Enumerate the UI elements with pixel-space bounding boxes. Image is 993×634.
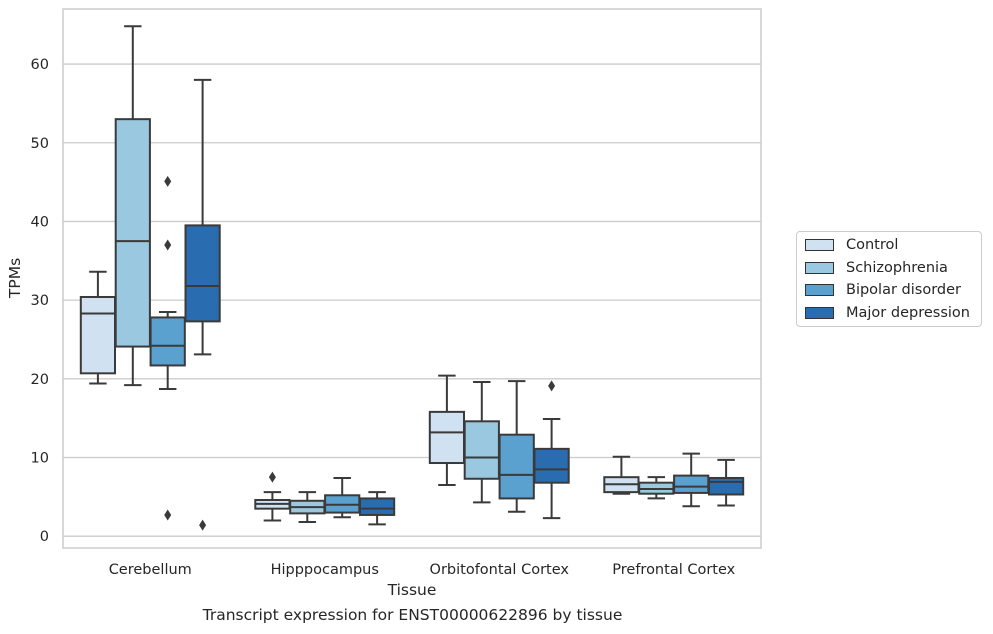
x-tick-label: Cerebellum [109,562,192,578]
legend-item-control: Control [805,236,898,254]
box-body [358,497,396,516]
box-body [707,476,745,496]
y-tick-label: 0 [40,529,49,545]
box-1-1 [289,491,326,524]
y-tick-labels: 0 10 20 30 40 50 60 [31,57,49,545]
box-body [114,118,151,348]
legend-label-schizophrenia: Schizophrenia [846,260,948,276]
legend-item-major-depression: Major depression [805,304,970,322]
box-0-2 [149,175,186,521]
box-2-1 [463,380,500,504]
y-tick-label: 50 [31,136,49,152]
gridlines [63,63,761,537]
box-2-0 [428,374,466,487]
x-tick-label: Prefrontal Cortex [612,562,735,578]
x-tick-labels: Cerebellum Hipppocampus Orbitofontal Corte… [109,562,736,578]
plot-area [62,8,762,549]
outlier-point [268,471,276,483]
legend-label-bipolar: Bipolar disorder [846,282,961,298]
y-tick-label: 60 [31,57,49,73]
y-tick-label: 40 [31,214,49,230]
x-axis-label: Tissue [387,581,437,599]
outlier-point [548,380,556,392]
box-1-3 [358,491,396,526]
outlier-point [164,239,172,251]
box-body [184,224,221,323]
box-0-0 [79,270,117,385]
box-1-0 [254,471,291,522]
legend-swatch-schizophrenia [805,262,834,274]
box-body [673,474,710,494]
y-tick-label: 20 [31,372,49,388]
legend-label-major-depression: Major depression [846,305,970,321]
y-tick-label: 10 [31,451,49,467]
outlier-point [199,519,207,531]
legend-label-control: Control [846,237,899,253]
legend: Control Schizophrenia Bipolar disorder M… [796,231,982,327]
box-0-3 [184,78,221,531]
box-2-3 [533,380,570,520]
legend-item-bipolar: Bipolar disorder [805,281,961,299]
box-body [463,420,500,480]
box-3-2 [673,452,710,508]
x-tick-label: Orbitofontal Cortex [430,562,570,578]
x-tick-label: Hipppocampus [271,562,379,578]
box-body [428,410,466,465]
boxes [79,25,745,531]
box-2-2 [498,380,535,513]
box-body [149,316,186,367]
legend-swatch-control [805,239,834,251]
figure-caption: Transcript expression for ENST0000062289… [202,606,623,624]
y-tick-label: 30 [31,293,49,309]
box-body [498,433,535,500]
box-3-3 [707,458,745,507]
box-body [79,295,117,375]
legend-swatch-major-depression [805,307,834,319]
box-body [533,447,570,484]
legend-swatch-bipolar [805,284,834,296]
y-axis-label: TPMs [6,258,24,299]
box-0-1 [114,25,151,387]
legend-item-schizophrenia: Schizophrenia [805,259,948,277]
outlier-point [164,509,172,521]
box-3-1 [638,476,675,500]
outlier-point [164,175,172,187]
